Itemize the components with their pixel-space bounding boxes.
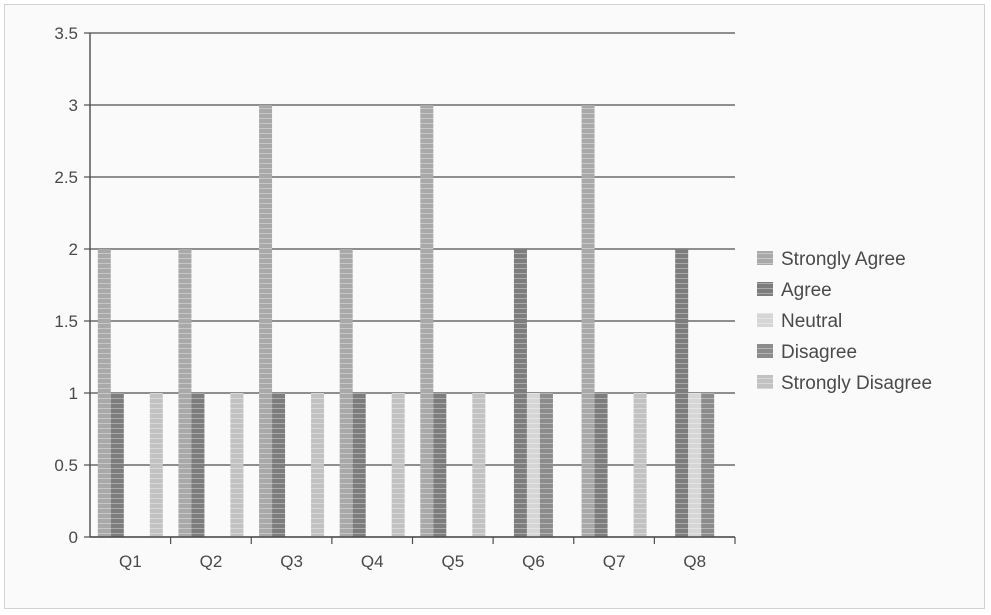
- bar-q5-strongly-disagree: [472, 393, 486, 537]
- y-tick-label: 2: [69, 240, 78, 259]
- bars: [97, 105, 715, 537]
- x-tick-label: Q2: [200, 552, 223, 571]
- x-tick-label: Q7: [603, 552, 626, 571]
- bar-q1-agree: [110, 393, 124, 537]
- bar-q2-agree: [191, 393, 205, 537]
- bar-q7-agree: [594, 393, 608, 537]
- y-tick-label: 3.5: [54, 24, 78, 43]
- x-tick-label: Q6: [522, 552, 545, 571]
- bar-q2-strongly-agree: [178, 249, 192, 537]
- y-tick-label: 3: [69, 96, 78, 115]
- bar-q2-strongly-disagree: [230, 393, 244, 537]
- y-tick-label: 1.5: [54, 312, 78, 331]
- bar-q4-strongly-disagree: [391, 393, 405, 537]
- x-tick-label: Q8: [683, 552, 706, 571]
- legend: Strongly Agree Agree Neutral Disagree Strong…: [757, 249, 932, 394]
- bar-q8-disagree: [701, 393, 715, 537]
- bar-q3-strongly-agree: [259, 105, 273, 537]
- bar-q7-strongly-disagree: [633, 393, 647, 537]
- bar-q3-agree: [272, 393, 286, 537]
- bar-q3-strongly-disagree: [311, 393, 325, 537]
- bar-q5-strongly-agree: [420, 105, 434, 537]
- legend-swatch: [757, 282, 773, 296]
- y-tick-label: 0.5: [54, 456, 78, 475]
- legend-swatch: [757, 375, 773, 389]
- bar-q7-strongly-agree: [581, 105, 595, 537]
- bar-q8-neutral: [688, 393, 702, 537]
- bar-q1-strongly-agree: [97, 249, 111, 537]
- legend-swatch: [757, 251, 773, 265]
- legend-label: Neutral: [781, 311, 842, 332]
- bar-q1-strongly-disagree: [149, 393, 163, 537]
- x-tick-label: Q3: [280, 552, 303, 571]
- bar-q4-strongly-agree: [339, 249, 353, 537]
- bar-q6-neutral: [526, 393, 540, 537]
- legend-swatch: [757, 344, 773, 358]
- y-tick-label: 0: [69, 528, 78, 547]
- chart-frame: 0 0.5 1 1.5 2 2.5 3 3.5 Q1 Q2 Q3 Q4 Q5 Q6 Q7 Q8 Strongl…: [4, 4, 985, 609]
- legend-label: Strongly Agree: [781, 249, 906, 270]
- y-tick-label: 2.5: [54, 168, 78, 187]
- x-tick-label: Q5: [441, 552, 464, 571]
- bar-q6-disagree: [539, 393, 553, 537]
- bar-q6-agree: [513, 249, 527, 537]
- x-tick-label: Q4: [361, 552, 384, 571]
- x-tick-label: Q1: [119, 552, 142, 571]
- legend-label: Agree: [781, 280, 832, 301]
- bar-q4-agree: [352, 393, 366, 537]
- legend-swatch: [757, 313, 773, 327]
- axes: 0 0.5 1 1.5 2 2.5 3 3.5 Q1 Q2 Q3 Q4 Q5 Q6 Q7 Q8: [54, 24, 736, 571]
- y-tick-label: 1: [69, 384, 78, 403]
- legend-label: Disagree: [781, 342, 857, 363]
- bar-q8-agree: [675, 249, 689, 537]
- legend-label: Strongly Disagree: [781, 373, 932, 394]
- bar-chart: 0 0.5 1 1.5 2 2.5 3 3.5 Q1 Q2 Q3 Q4 Q5 Q6 Q7 Q8 Strongl…: [54, 24, 932, 571]
- bar-q5-agree: [433, 393, 447, 537]
